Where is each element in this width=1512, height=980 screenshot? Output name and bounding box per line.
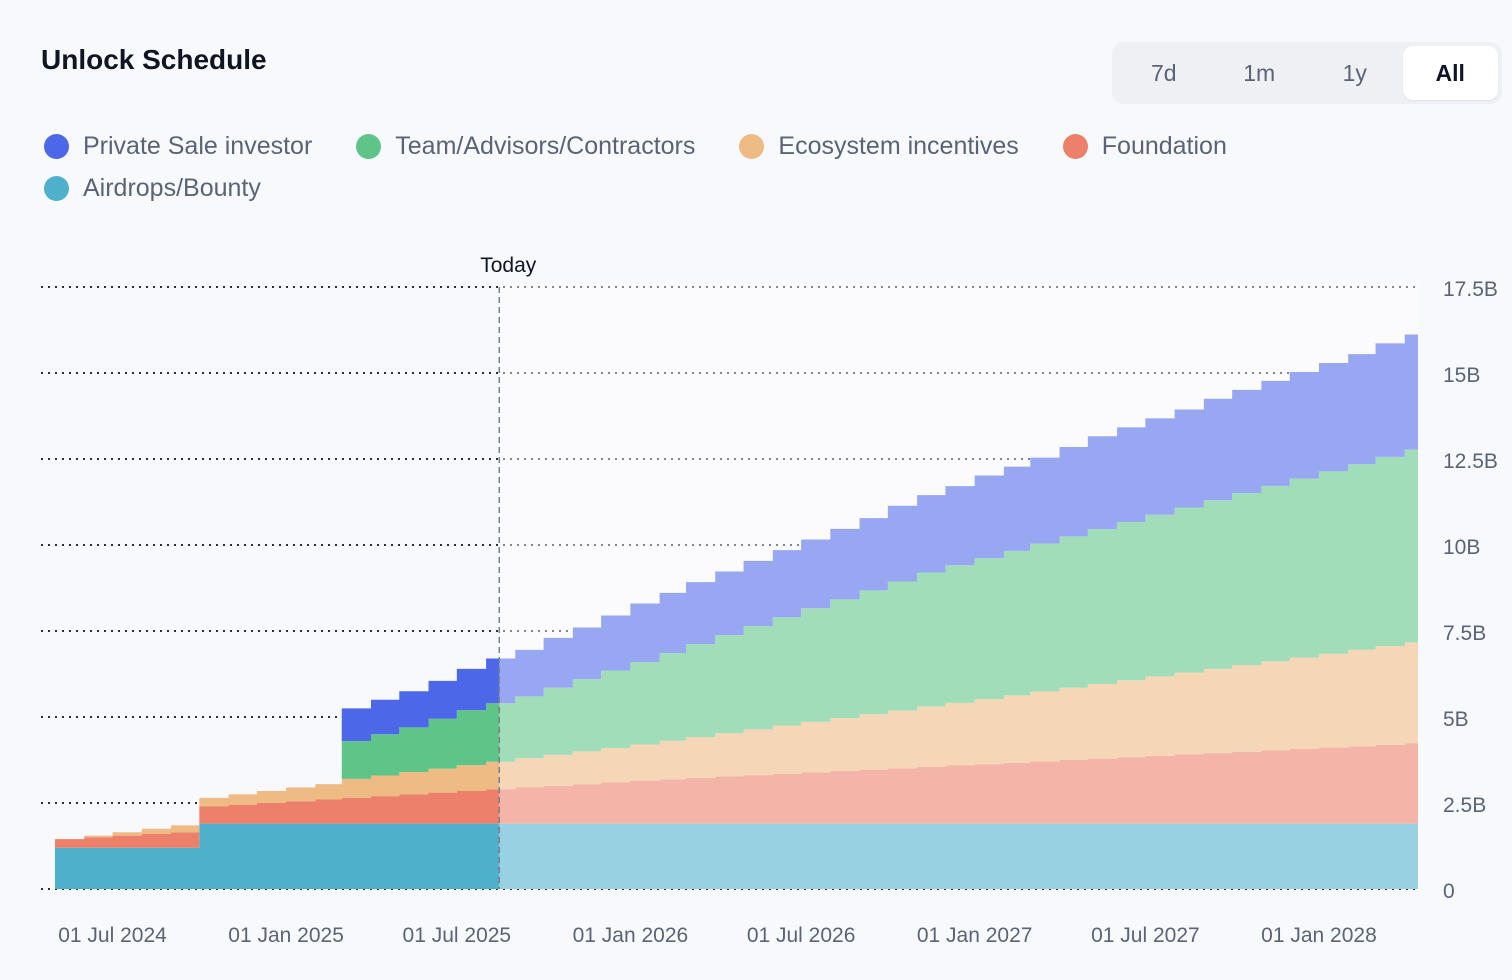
- legend-item-airdrops[interactable]: Airdrops/Bounty: [44, 174, 261, 202]
- today-marker: Today: [480, 254, 537, 889]
- x-axis-ticks: 01 Jul 2024 01 Jan 2025 01 Jul 2025 01 Jan …: [58, 924, 1377, 947]
- x-tick-label: 01 Jul 2025: [403, 924, 512, 947]
- y-tick-label: 5B: [1443, 708, 1469, 731]
- legend-label: Team/Advisors/Contractors: [395, 131, 696, 160]
- y-tick-label: 12.5B: [1443, 450, 1498, 473]
- range-tab-7d[interactable]: 7d: [1150, 59, 1177, 86]
- today-label: Today: [480, 254, 537, 277]
- y-tick-label: 15B: [1443, 364, 1480, 387]
- projected-region-overlay: [499, 282, 1419, 889]
- future-overlay: [499, 282, 1419, 889]
- legend-item-team[interactable]: Team/Advisors/Contractors: [356, 132, 695, 160]
- time-range-selector: 7d 1m 1y All: [1112, 42, 1502, 104]
- range-tab-1m[interactable]: 1m: [1243, 59, 1276, 86]
- legend-label: Foundation: [1101, 131, 1227, 160]
- x-tick-label: 01 Jul 2024: [58, 924, 167, 947]
- x-tick-label: 01 Jul 2027: [1091, 924, 1200, 947]
- legend-item-private-sale[interactable]: Private Sale investor: [44, 132, 312, 160]
- y-tick-label: 2.5B: [1443, 794, 1486, 817]
- chart-legend: Private Sale investor Team/Advisors/Cont…: [44, 132, 1444, 202]
- x-tick-label: 01 Jan 2028: [1261, 924, 1377, 947]
- legend-item-ecosystem[interactable]: Ecosystem incentives: [739, 131, 1019, 160]
- legend-item-foundation[interactable]: Foundation: [1062, 131, 1227, 160]
- legend-swatch: [356, 133, 382, 159]
- area-ecosystem-incentives[interactable]: [55, 642, 1418, 840]
- legend-label: Private Sale investor: [83, 131, 313, 160]
- y-tick-label: 17.5B: [1443, 278, 1498, 301]
- y-axis-ticks: 0 2.5B 5B 7.5B 10B 12.5B 15B 17.5B: [1443, 278, 1498, 903]
- area-airdrops-bounty[interactable]: [55, 823, 1418, 889]
- y-tick-label: 10B: [1443, 536, 1480, 559]
- legend-swatch: [44, 133, 69, 159]
- range-tab-1y[interactable]: 1y: [1342, 59, 1367, 86]
- legend-swatch: [1062, 133, 1088, 159]
- legend-swatch: [739, 133, 765, 159]
- legend-swatch: [44, 175, 69, 201]
- y-tick-label: 0: [1443, 880, 1455, 903]
- chart-title: Unlock Schedule: [41, 44, 267, 75]
- x-tick-label: 01 Jan 2026: [573, 924, 689, 947]
- legend-label: Airdrops/Bounty: [83, 173, 261, 202]
- x-tick-label: 01 Jan 2025: [228, 924, 344, 947]
- x-tick-label: 01 Jul 2026: [747, 924, 856, 947]
- range-tab-all[interactable]: All: [1402, 46, 1498, 100]
- y-tick-label: 7.5B: [1443, 622, 1486, 645]
- area-foundation[interactable]: [55, 743, 1418, 848]
- series-areas: [55, 334, 1418, 889]
- area-private-sale-investor[interactable]: [55, 334, 1418, 840]
- legend-label: Ecosystem incentives: [778, 131, 1019, 160]
- x-tick-label: 01 Jan 2027: [917, 924, 1033, 947]
- area-team-advisors-contractors[interactable]: [55, 449, 1418, 840]
